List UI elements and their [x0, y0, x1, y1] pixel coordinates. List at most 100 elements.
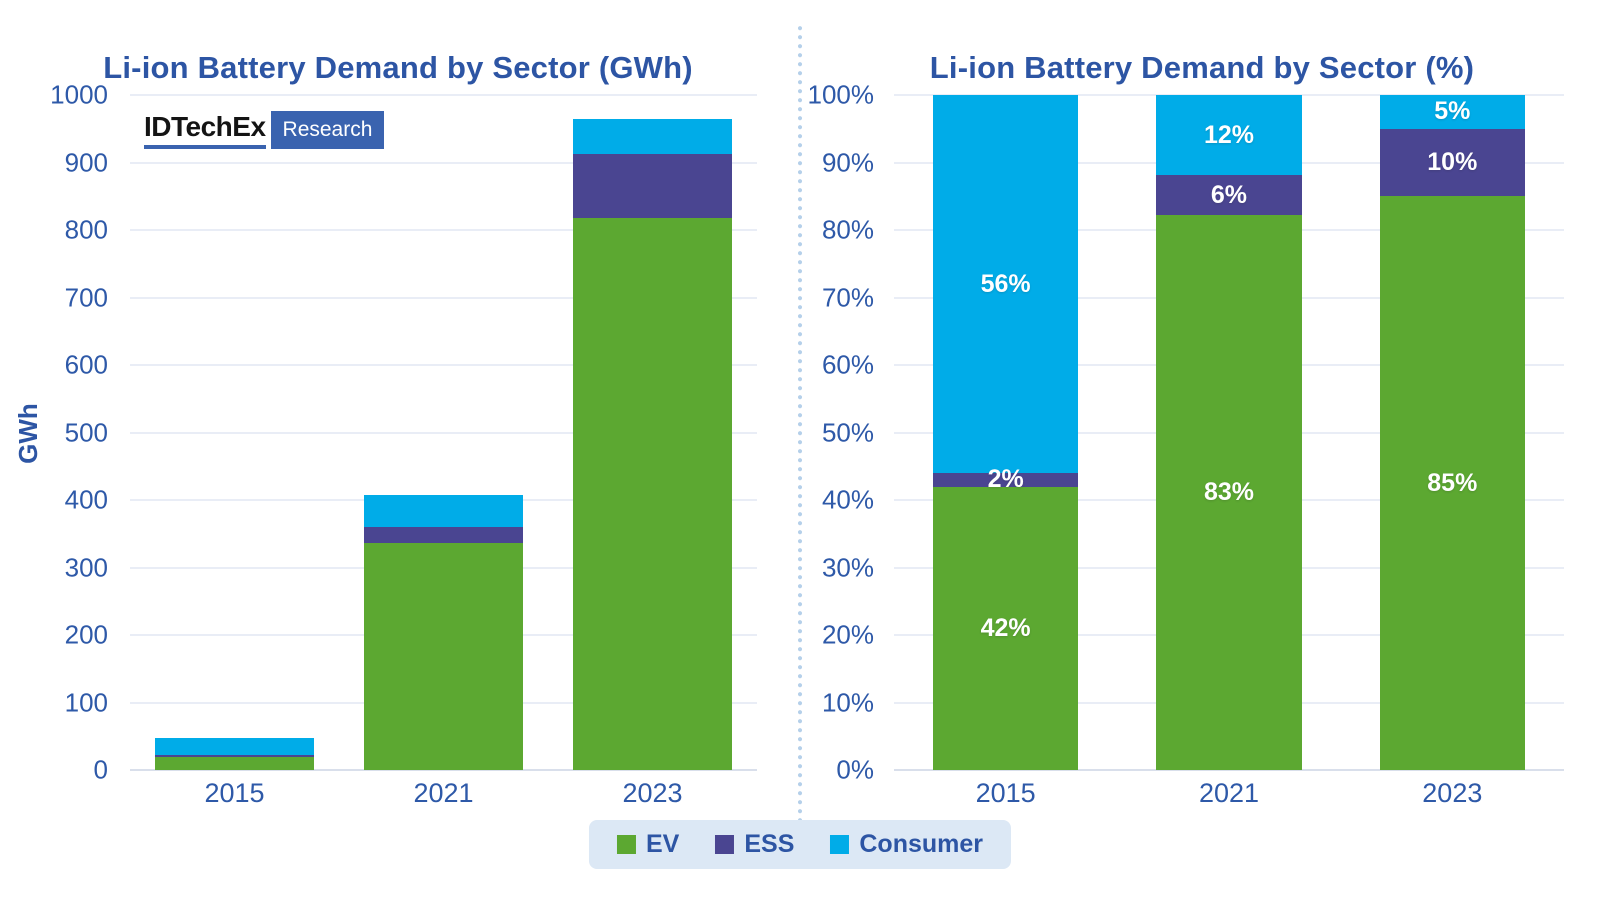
y-tick-label: 100%	[807, 79, 875, 110]
legend-item-ess: ESS	[715, 830, 794, 859]
y-tick-label: 200	[64, 619, 108, 650]
y-tick-label: 300	[64, 552, 108, 582]
stacked-bar-2015	[155, 95, 314, 770]
gridline	[130, 364, 757, 366]
y-axis-percent: 0% 10% 20% 30% 40% 50% 60% 70% 80% 90% 100%	[804, 80, 884, 785]
chart-percent-panel: Li-ion Battery Demand by Sector (%) 0% 10…	[804, 0, 1600, 900]
segment-consumer	[155, 738, 314, 756]
y-tick-label: 500	[64, 417, 108, 447]
gridline	[130, 229, 757, 231]
y-tick-label: 10%	[821, 687, 874, 717]
segment-value-label: 83%	[1203, 478, 1254, 507]
x-tick-label: 2015	[204, 778, 265, 808]
segment-consumer: 5%	[1379, 95, 1525, 129]
x-tick-label: 2023	[1422, 778, 1483, 808]
gridline	[894, 769, 1564, 771]
segment-consumer	[573, 119, 732, 155]
gridline	[130, 296, 757, 299]
gridline	[130, 769, 757, 771]
chart-percent-title: Li-ion Battery Demand by Sector (%)	[929, 49, 1475, 85]
gridline	[130, 161, 757, 164]
segment-value-label: 5%	[1434, 97, 1471, 126]
gridline	[894, 94, 1564, 96]
idtechex-logo: IDTechEx Research	[144, 111, 385, 149]
y-tick-label: 600	[64, 349, 108, 380]
chart-gwh-panel: Li-ion Battery Demand by Sector (GWh) GW…	[0, 0, 796, 900]
segment-ess: 10%	[1379, 128, 1525, 197]
segment-consumer: 56%	[933, 95, 1079, 473]
y-tick-label: 80%	[821, 214, 874, 245]
stacked-bar-2021: 83% 6% 12%	[1156, 95, 1302, 770]
idtechex-research-badge: Research	[270, 111, 385, 149]
segment-value-label: 56%	[980, 269, 1031, 298]
legend-swatch-icon	[616, 835, 636, 854]
x-tick-label: 2021	[413, 778, 474, 808]
bar-slot: 42% 2% 56%	[894, 95, 1117, 770]
segment-value-label: 12%	[1203, 120, 1254, 149]
y-tick-label: 800	[64, 214, 108, 245]
gridline	[130, 94, 757, 96]
legend-label: ESS	[744, 830, 795, 858]
bar-slot: 83% 6% 12%	[1117, 95, 1340, 770]
y-tick-label: 50%	[821, 417, 874, 447]
segment-ess	[364, 527, 523, 544]
x-axis-percent: 2015 2021 2023	[894, 778, 1564, 809]
plot-area-percent: 42% 2% 56% 83% 6% 12% 85% 10% 5%	[894, 94, 1564, 771]
y-tick-label: 0	[93, 754, 108, 785]
segment-ev: 83%	[1156, 215, 1302, 770]
segment-consumer	[364, 494, 523, 528]
legend-swatch-icon	[715, 835, 735, 854]
segment-ev: 85%	[1379, 196, 1525, 770]
x-tick-label: 2023	[622, 778, 683, 808]
segment-ess: 2%	[933, 465, 1079, 493]
y-tick-label: 0%	[836, 754, 874, 785]
segment-ev	[364, 543, 523, 770]
legend-label: EV	[645, 830, 680, 858]
y-tick-label: 60%	[821, 349, 874, 380]
segment-ev: 42%	[933, 486, 1079, 770]
legend: EV ESS Consumer	[588, 820, 1012, 869]
y-tick-label: 900	[64, 147, 108, 177]
x-tick-label: 2021	[1198, 778, 1260, 808]
y-axis-gwh: 0 100 200 300 400 500 600 700 800 900 1000	[0, 80, 118, 785]
stacked-bar-2015: 42% 2% 56%	[933, 95, 1079, 770]
legend-label: Consumer	[859, 830, 984, 858]
segment-ev	[155, 757, 314, 770]
legend-swatch-icon	[830, 835, 850, 854]
x-tick-label: 2015	[975, 778, 1036, 808]
segment-ess	[573, 154, 732, 218]
y-tick-label: 40%	[821, 484, 874, 515]
segment-value-label: 42%	[980, 613, 1031, 642]
panel-divider-dotted-line	[798, 26, 802, 870]
segment-value-label: 2%	[987, 465, 1024, 494]
idtechex-logo-text: IDTechEx	[144, 111, 266, 149]
segment-value-label: 85%	[1427, 468, 1478, 497]
segment-consumer: 12%	[1156, 95, 1302, 176]
y-tick-label: 700	[64, 282, 108, 312]
stacked-bar-2021	[364, 95, 523, 770]
bar-slot: 85% 10% 5%	[1341, 95, 1564, 770]
y-tick-label: 90%	[821, 147, 874, 177]
segment-ess: 6%	[1156, 175, 1302, 216]
y-tick-label: 20%	[821, 619, 874, 650]
plot-area-gwh: IDTechEx Research	[130, 94, 757, 771]
segment-ess	[155, 755, 314, 758]
stacked-bar-2023	[573, 95, 732, 770]
legend-item-consumer: Consumer	[830, 830, 983, 859]
y-tick-label: 100	[64, 687, 108, 717]
bar-slot	[339, 95, 548, 770]
segment-value-label: 10%	[1427, 148, 1478, 176]
y-tick-label: 1000	[50, 79, 108, 110]
legend-item-ev: EV	[616, 830, 680, 859]
stacked-bar-2023: 85% 10% 5%	[1379, 95, 1525, 770]
segment-ev	[573, 217, 732, 770]
segment-value-label: 6%	[1210, 180, 1248, 209]
x-axis-gwh: 2015 2021 2023	[130, 778, 757, 809]
chart-gwh-title: Li-ion Battery Demand by Sector (GWh)	[103, 49, 693, 85]
y-tick-label: 400	[64, 484, 108, 515]
y-tick-label: 70%	[821, 282, 874, 312]
y-tick-label: 30%	[821, 552, 874, 582]
bar-slot	[548, 95, 757, 770]
gridline	[130, 431, 757, 434]
